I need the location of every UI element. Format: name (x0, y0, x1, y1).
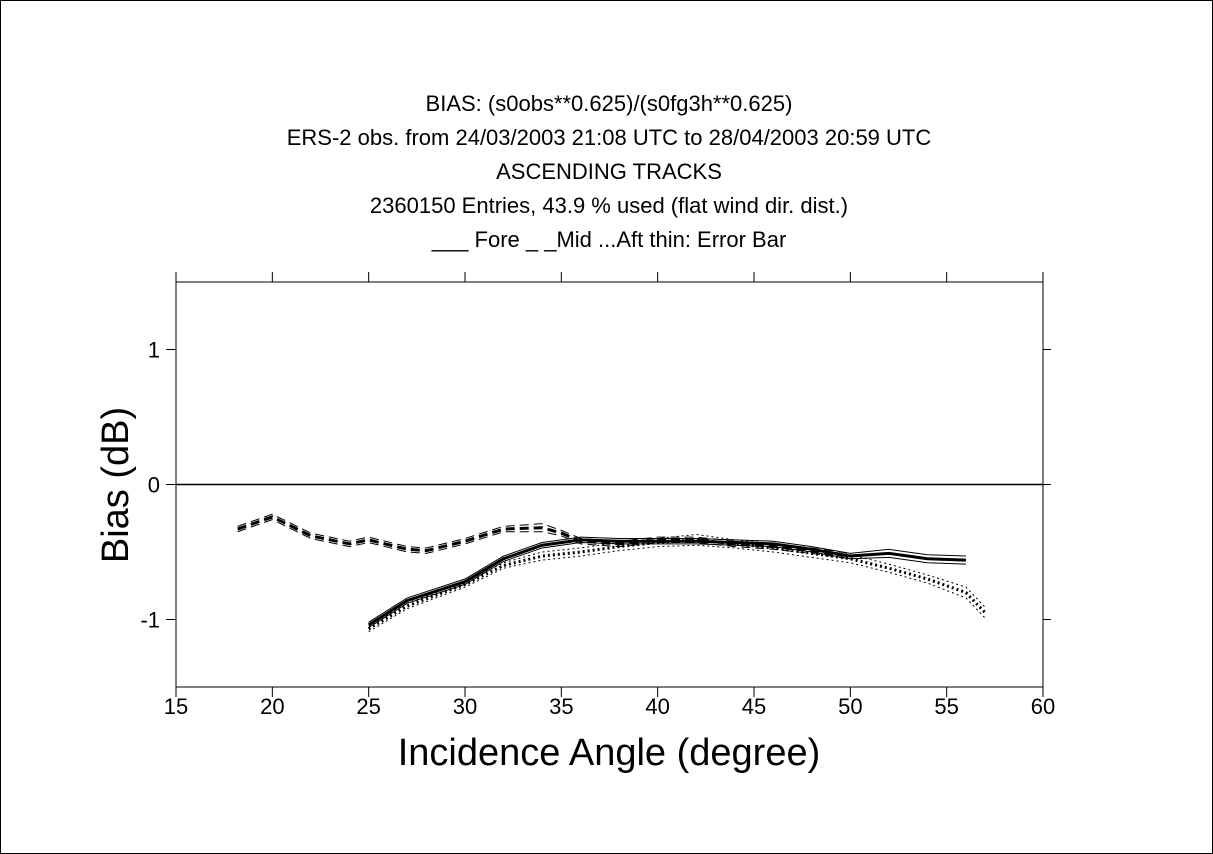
y-axis-label: Bias (dB) (95, 407, 137, 563)
x-tick-label: 20 (260, 694, 284, 719)
x-tick-label: 55 (934, 694, 958, 719)
x-tick-label: 60 (1031, 694, 1055, 719)
chart-title: BIAS: (s0obs**0.625)/(s0fg3h**0.625) (426, 91, 793, 116)
x-tick-label: 50 (838, 694, 862, 719)
x-axis-label: Incidence Angle (degree) (398, 732, 821, 774)
chart-title: ERS-2 obs. from 24/03/2003 21:08 UTC to … (287, 125, 932, 150)
error-upper (237, 513, 851, 554)
y-tick-label: -1 (140, 608, 160, 633)
x-tick-label: 40 (645, 694, 669, 719)
x-tick-label: 45 (742, 694, 766, 719)
x-tick-label: 25 (356, 694, 380, 719)
chart-title: ASCENDING TRACKS (496, 159, 722, 184)
x-tick-label: 30 (453, 694, 477, 719)
error-lower (368, 544, 986, 633)
y-tick-label: 1 (148, 338, 160, 363)
error-lower (368, 542, 966, 629)
x-tick-label: 35 (549, 694, 573, 719)
error-lower (237, 519, 851, 560)
error-upper (368, 533, 986, 627)
chart-title: 2360150 Entries, 43.9 % used (flat wind … (370, 193, 848, 218)
series-line (367, 538, 987, 631)
chart-title: ___ Fore _ _Mid ...Aft thin: Error Bar (431, 227, 787, 252)
series-line (237, 515, 851, 558)
x-tick-label: 15 (164, 694, 188, 719)
y-tick-label: 0 (148, 473, 160, 498)
